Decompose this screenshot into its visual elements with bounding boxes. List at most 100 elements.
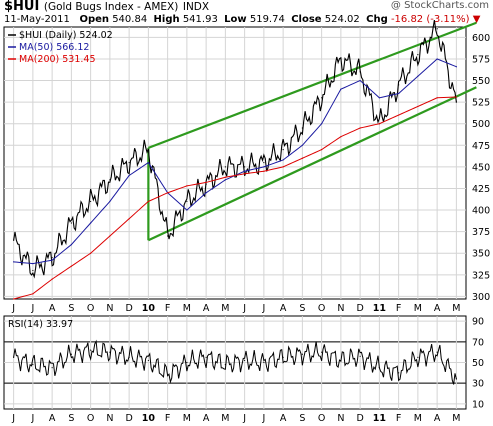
price-x-tick-label: F <box>396 303 401 314</box>
price-x-tick-label: D <box>125 303 132 314</box>
rsi-x-tick-label: S <box>68 413 74 424</box>
rsi-x-tick-label: D <box>356 413 363 424</box>
price-series-point <box>205 183 207 185</box>
rsi-series-point <box>224 363 226 366</box>
legend-label: $HUI (Daily) 524.02 <box>19 30 113 41</box>
rsi-y-tick-label: 90 <box>472 317 484 328</box>
chart-exchange: INDX <box>182 1 210 13</box>
rsi-x-tick-label: O <box>87 413 94 424</box>
high-label: High <box>153 14 180 25</box>
rsi-series-point <box>417 356 419 358</box>
ma200-series-point <box>436 97 438 99</box>
rsi-y-tick-label: 30 <box>472 379 484 390</box>
price-x-tick-label: 11 <box>373 303 386 314</box>
rsi-series-point <box>321 351 323 353</box>
ma200-series-point <box>70 265 72 267</box>
price-x-tick-label: N <box>337 303 344 314</box>
rsi-series-point <box>51 367 53 369</box>
price-x-tick-label: A <box>434 303 441 314</box>
open-label: Open <box>79 14 109 25</box>
rsi-series-point <box>398 372 400 374</box>
rsi-x-tick-label: M <box>183 413 191 424</box>
rsi-x-tick-label: M <box>452 413 460 424</box>
price-series-point <box>147 149 149 151</box>
ma200-series-point <box>109 235 111 237</box>
price-y-tick-label: 475 <box>472 141 490 152</box>
price-x-tick-label: M <box>183 303 191 314</box>
rsi-x-tick-label: J <box>11 413 15 424</box>
price-series-point <box>90 200 92 203</box>
ma200-series-point <box>263 170 265 172</box>
rsi-series-point <box>244 359 246 362</box>
rsi-x-tick-label: J <box>242 413 246 424</box>
close-value: 524.02 <box>324 14 360 25</box>
price-series-point <box>244 166 246 168</box>
ma50-series-point <box>301 144 303 146</box>
ma50-series-point <box>321 123 323 125</box>
ma200-series-point <box>398 114 400 116</box>
rsi-x-tick-label: M <box>414 413 422 424</box>
rsi-x-tick-label: J <box>261 413 265 424</box>
ma50-series-point <box>147 161 149 164</box>
price-x-tick-label: F <box>165 303 170 314</box>
chart-symbol: $HUI <box>4 0 40 14</box>
chg-value: -16.82 (-3.11%) <box>390 14 470 25</box>
ma200-series-point <box>321 149 323 151</box>
rsi-series-point <box>32 363 34 366</box>
ma50-series-point <box>186 209 188 211</box>
price-panel-frame <box>3 26 467 300</box>
ma50-series-point <box>70 244 72 246</box>
ma200-series-point <box>32 293 34 295</box>
ma200-series-point <box>51 278 53 280</box>
rsi-series-point <box>128 356 130 358</box>
rsi-x-tick-label: S <box>299 413 305 424</box>
price-x-tick-label: A <box>280 303 287 314</box>
low-label: Low <box>224 14 247 25</box>
ma200-series-point <box>417 105 419 108</box>
ma200-series-point <box>90 252 92 254</box>
chart-title: $HUI (Gold Bugs Index - AMEX) INDX <box>4 0 209 14</box>
rsi-x-tick-label: M <box>221 413 229 424</box>
ma50-series-point <box>359 79 361 82</box>
ma200-series-point <box>128 218 130 220</box>
price-x-tick-label: J <box>261 303 265 314</box>
price-x-tick-label: S <box>299 303 305 314</box>
rsi-x-tick-label: O <box>318 413 325 424</box>
price-y-tick-label: 550 <box>472 76 490 87</box>
price-x-tick-label: 10 <box>142 303 156 314</box>
price-series-point <box>32 269 34 272</box>
price-series-point <box>224 166 226 168</box>
rsi-x-tick-label: A <box>280 413 287 424</box>
rsi-series-point <box>378 367 380 369</box>
rsi-series-point <box>301 353 303 355</box>
ma50-series-point <box>340 88 342 90</box>
ma50-series-point <box>32 262 34 265</box>
ma200-series-point <box>13 298 15 300</box>
low-value: 519.74 <box>249 14 285 25</box>
ma50-series-point <box>224 179 226 181</box>
price-x-tick-label: J <box>30 303 34 314</box>
legend-label: MA(200) 531.45 <box>19 54 96 65</box>
open-value: 540.84 <box>112 14 148 25</box>
rsi-x-tick-label: A <box>49 413 56 424</box>
rsi-series-point <box>359 355 361 357</box>
price-x-tick-label: M <box>452 303 460 314</box>
price-y-tick-label: 450 <box>472 162 490 173</box>
price-stats: 11-May-2011 Open 540.84 High 541.93 Low … <box>4 14 480 25</box>
ma50-series-point <box>205 192 207 194</box>
ma50-series-point <box>90 222 92 224</box>
price-y-tick-label: 325 <box>472 270 490 281</box>
price-series-point <box>398 84 400 86</box>
close-label: Close <box>291 14 322 25</box>
high-value: 541.93 <box>182 14 218 25</box>
price-y-tick-label: 400 <box>472 206 490 217</box>
rsi-series-point <box>13 356 15 358</box>
rsi-series-line <box>13 339 457 385</box>
rsi-series-point <box>263 361 265 364</box>
rsi-series-point <box>167 374 169 376</box>
chart-credit: @ StockCharts.com <box>390 0 489 11</box>
price-x-tick-label: S <box>68 303 74 314</box>
price-x-tick-label: A <box>49 303 56 314</box>
ma50-series-point <box>455 66 457 68</box>
